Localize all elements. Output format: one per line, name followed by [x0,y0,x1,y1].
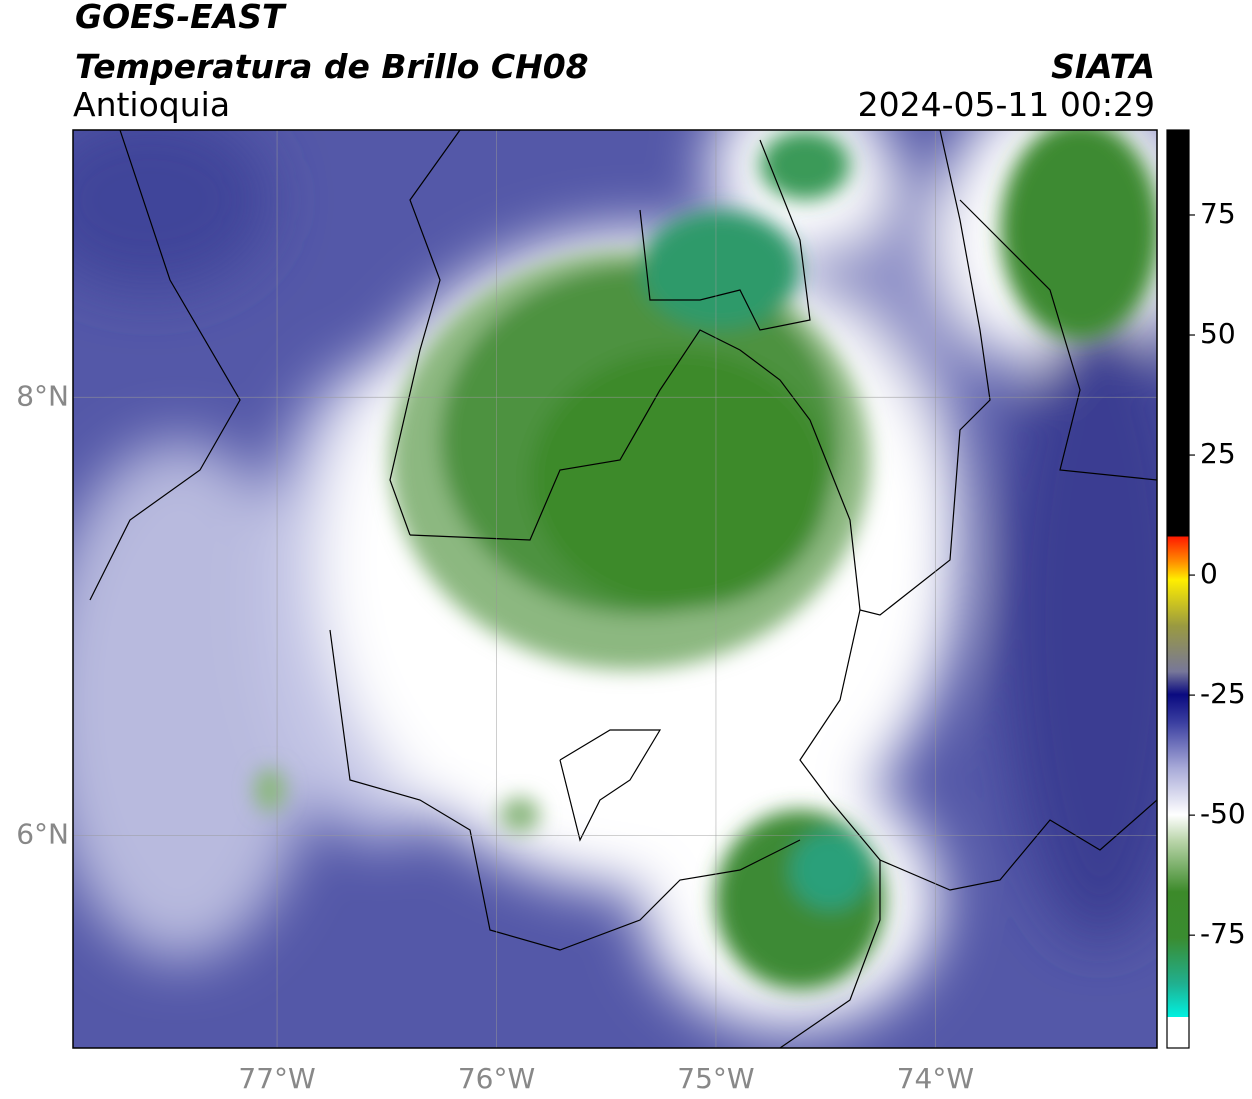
x-tick-label: 77°W [238,1062,315,1095]
grid [73,130,1157,1048]
x-tick-label: 76°W [458,1062,535,1095]
region: Antioquia [73,85,230,124]
y-tick-label: 8°N [16,379,69,412]
satellite-image [73,130,1157,1048]
colorbar-tick-label: 50 [1200,317,1236,350]
colorbar-tick-label: 0 [1200,557,1218,590]
subtitle: Temperatura de Brillo CH08 [75,47,589,86]
datetime: 2024-05-11 00:29 [858,85,1155,124]
colorbar [1166,129,1190,1049]
colorbar-ticks: 75 50 25 0 -25 -50 -75 [1189,197,1246,950]
title: GOES-EAST [75,0,287,36]
source: SIATA [1051,47,1155,86]
y-tick-label: 6°N [16,817,69,850]
x-tick-label: 75°W [677,1062,754,1095]
colorbar-tick-label: -25 [1200,677,1246,710]
colorbar-tick-label: 75 [1200,197,1236,230]
colorbar-tick-label: 25 [1200,437,1236,470]
colorbar-tick-label: -75 [1200,917,1246,950]
boundaries [89,130,1157,1048]
x-tick-label: 74°W [897,1062,974,1095]
map-frame [72,129,1158,1049]
header: GOES-EAST Temperatura de Brillo CH08 Ant… [73,0,1155,124]
colorbar-tick-label: -50 [1200,797,1246,830]
